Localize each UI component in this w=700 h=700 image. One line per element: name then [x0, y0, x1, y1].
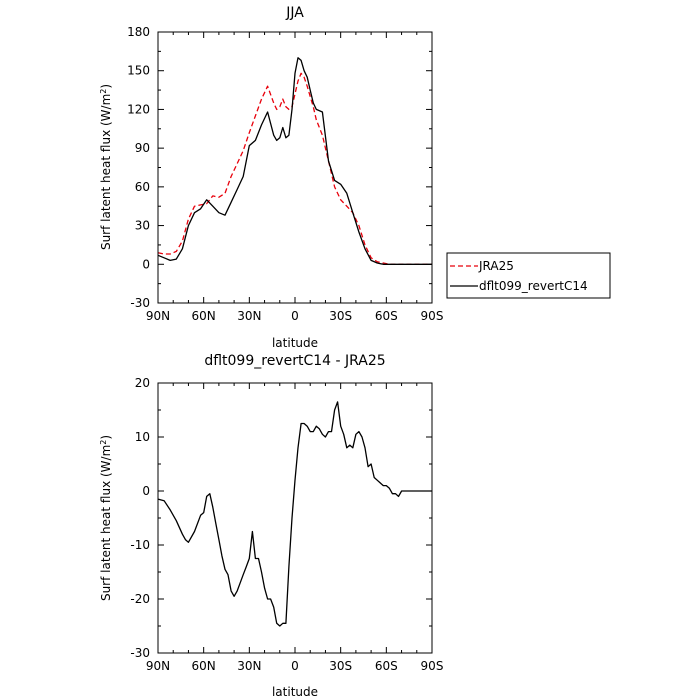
bottom-y-tick-label: 20 — [135, 376, 150, 390]
bottom-x-tick-label: 90S — [421, 659, 444, 673]
bottom-panel-title: dflt099_revertC14 - JRA25 — [204, 353, 385, 369]
bottom-x-tick-label: 90N — [146, 659, 170, 673]
bottom-y-tick-label: -30 — [130, 646, 150, 660]
bottom-series-line-0 — [157, 401, 432, 627]
bottom-panel: dflt099_revertC14 - JRA25 90N 60N 30N 0 30S 6… — [99, 353, 444, 699]
bottom-x-ticks: 90N 60N 30N 0 30S 60S 90S — [146, 383, 444, 673]
bottom-plot-frame — [157, 382, 433, 654]
bottom-y-tick-label: -10 — [130, 538, 150, 552]
top-x-tick-label: 0 — [291, 309, 299, 323]
top-x-tick-label: 30N — [237, 309, 261, 323]
top-panel-title: JJA — [285, 5, 304, 21]
top-plot-frame — [157, 31, 433, 304]
bottom-x-tick-label: 30S — [329, 659, 352, 673]
legend-box — [446, 252, 611, 299]
top-y-tick-label: 150 — [127, 64, 150, 78]
bottom-x-tick-label: 30N — [237, 659, 261, 673]
top-x-tick-label: 60S — [375, 309, 398, 323]
bottom-x-tick-label: 60S — [375, 659, 398, 673]
bottom-y-axis-label: Surf latent heat flux (W/m2) — [99, 435, 114, 601]
top-y-tick-label: 60 — [135, 180, 150, 194]
top-y-tick-label: -30 — [130, 296, 150, 310]
bottom-y-tick-label: -20 — [130, 592, 150, 606]
legend-label-jra25: JRA25 — [478, 259, 514, 273]
bottom-y-ticks: -30 -20 -10 0 10 20 — [130, 376, 432, 660]
top-y-axis-label: Surf latent heat flux (W/m2) — [99, 84, 114, 250]
bottom-x-tick-label: 0 — [291, 659, 299, 673]
legend: JRA25 dflt099_revertC14 — [446, 252, 611, 299]
top-y-tick-label: 0 — [142, 257, 150, 271]
bottom-y-tick-label: 0 — [142, 484, 150, 498]
top-series-line-1 — [157, 57, 432, 265]
top-x-tick-label: 90S — [421, 309, 444, 323]
top-series-lines — [157, 57, 432, 265]
top-series-line-0 — [157, 72, 432, 265]
top-y-ticks: -30 0 30 60 90 120 150 180 — [127, 25, 432, 310]
bottom-x-tick-label: 60N — [192, 659, 216, 673]
legend-label-dflt099: dflt099_revertC14 — [479, 279, 588, 293]
top-y-tick-label: 120 — [127, 102, 150, 116]
top-panel: JJA 90N 60N 30N 0 30S 60S 90S -30 0 30 60 90 120 150… — [99, 5, 444, 350]
bottom-x-axis-label: latitude — [272, 685, 318, 699]
top-x-tick-label: 90N — [146, 309, 170, 323]
top-x-tick-label: 30S — [329, 309, 352, 323]
top-y-tick-label: 30 — [135, 219, 150, 233]
bottom-y-tick-label: 10 — [135, 430, 150, 444]
top-x-axis-label: latitude — [272, 336, 318, 350]
bottom-series-lines — [157, 401, 432, 627]
top-x-tick-label: 60N — [192, 309, 216, 323]
top-y-tick-label: 180 — [127, 25, 150, 39]
top-y-tick-label: 90 — [135, 141, 150, 155]
top-x-ticks: 90N 60N 30N 0 30S 60S 90S — [146, 32, 444, 323]
